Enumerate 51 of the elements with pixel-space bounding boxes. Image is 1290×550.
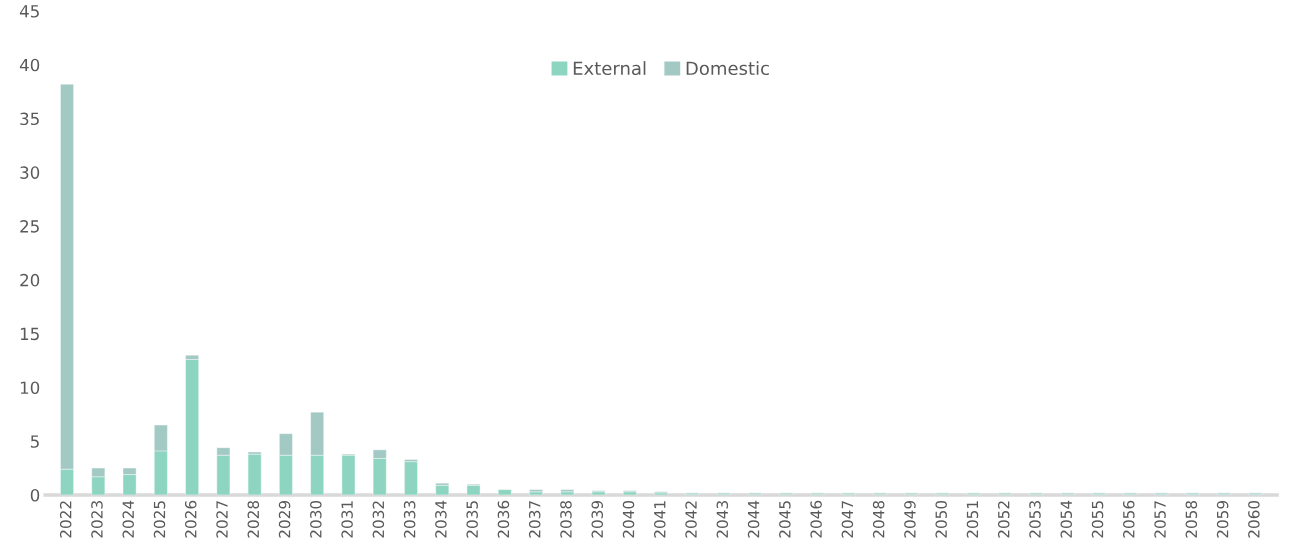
y-tick-label: 30 xyxy=(20,166,40,179)
x-tick-label: 2025 xyxy=(153,501,166,538)
x-tick-label: 2027 xyxy=(216,501,228,538)
x-tick-label: 2039 xyxy=(591,500,604,538)
x-tick-label: 2028 xyxy=(247,500,260,538)
x-tick-label: 2037 xyxy=(528,501,541,538)
y-tick-label: 35 xyxy=(20,112,39,126)
x-tick-label: 2058 xyxy=(1185,500,1198,538)
x-tick-label: 2059 xyxy=(1216,500,1229,538)
x-tick-label: 2035 xyxy=(466,501,478,538)
x-tick-label: 2040 xyxy=(622,500,635,538)
x-tick-label: 2023 xyxy=(91,501,103,538)
y-tick-label: 20 xyxy=(20,273,40,287)
y-tick-label: 25 xyxy=(20,220,39,233)
x-tick-label: 2057 xyxy=(1154,501,1166,538)
x-tick-label: 2045 xyxy=(779,501,791,538)
x-tick-label: 2049 xyxy=(904,500,916,538)
x-tick-label: 2046 xyxy=(810,500,822,538)
x-tick-label: 2042 xyxy=(685,501,697,538)
x-tick-label: 2024 xyxy=(122,500,135,538)
x-tick-label: 2041 xyxy=(654,501,666,538)
y-tick-label: 40 xyxy=(19,58,40,72)
x-tick-label: 2053 xyxy=(1029,501,1041,538)
x-tick-label: 2034 xyxy=(435,500,447,538)
x-tick-label: 2043 xyxy=(716,501,729,538)
x-tick-label: 2054 xyxy=(1060,500,1073,538)
y-tick-label: 5 xyxy=(30,435,39,448)
x-tick-label: 2052 xyxy=(997,501,1010,538)
y-tick-label: 15 xyxy=(20,327,39,341)
x-tick-label: 2044 xyxy=(747,500,760,538)
x-tick-label: 2032 xyxy=(372,501,385,538)
legend-label: Domestic xyxy=(686,61,769,76)
x-tick-label: 2029 xyxy=(278,500,291,538)
y-tick-label: 10 xyxy=(20,381,40,395)
x-tick-label: 2060 xyxy=(1248,500,1260,538)
x-tick-label: 2030 xyxy=(310,500,322,538)
x-tick-label: 2048 xyxy=(872,500,885,538)
x-tick-label: 2047 xyxy=(841,501,854,538)
x-tick-label: 2026 xyxy=(184,500,197,538)
x-tick-label: 2055 xyxy=(1091,501,1104,538)
x-tick-label: 2031 xyxy=(341,501,353,538)
x-tick-label: 2051 xyxy=(966,501,979,538)
x-tick-label: 2050 xyxy=(935,500,947,538)
x-tick-label: 2038 xyxy=(560,500,572,538)
x-tick-label: 2033 xyxy=(403,501,416,538)
x-tick-label: 2036 xyxy=(497,500,510,538)
x-tick-label: 2022 xyxy=(59,501,72,538)
x-tick-label: 2056 xyxy=(1123,500,1135,538)
y-tick-label: 45 xyxy=(19,5,39,18)
legend-label: External xyxy=(573,61,646,76)
y-tick-label: 0 xyxy=(30,488,40,502)
